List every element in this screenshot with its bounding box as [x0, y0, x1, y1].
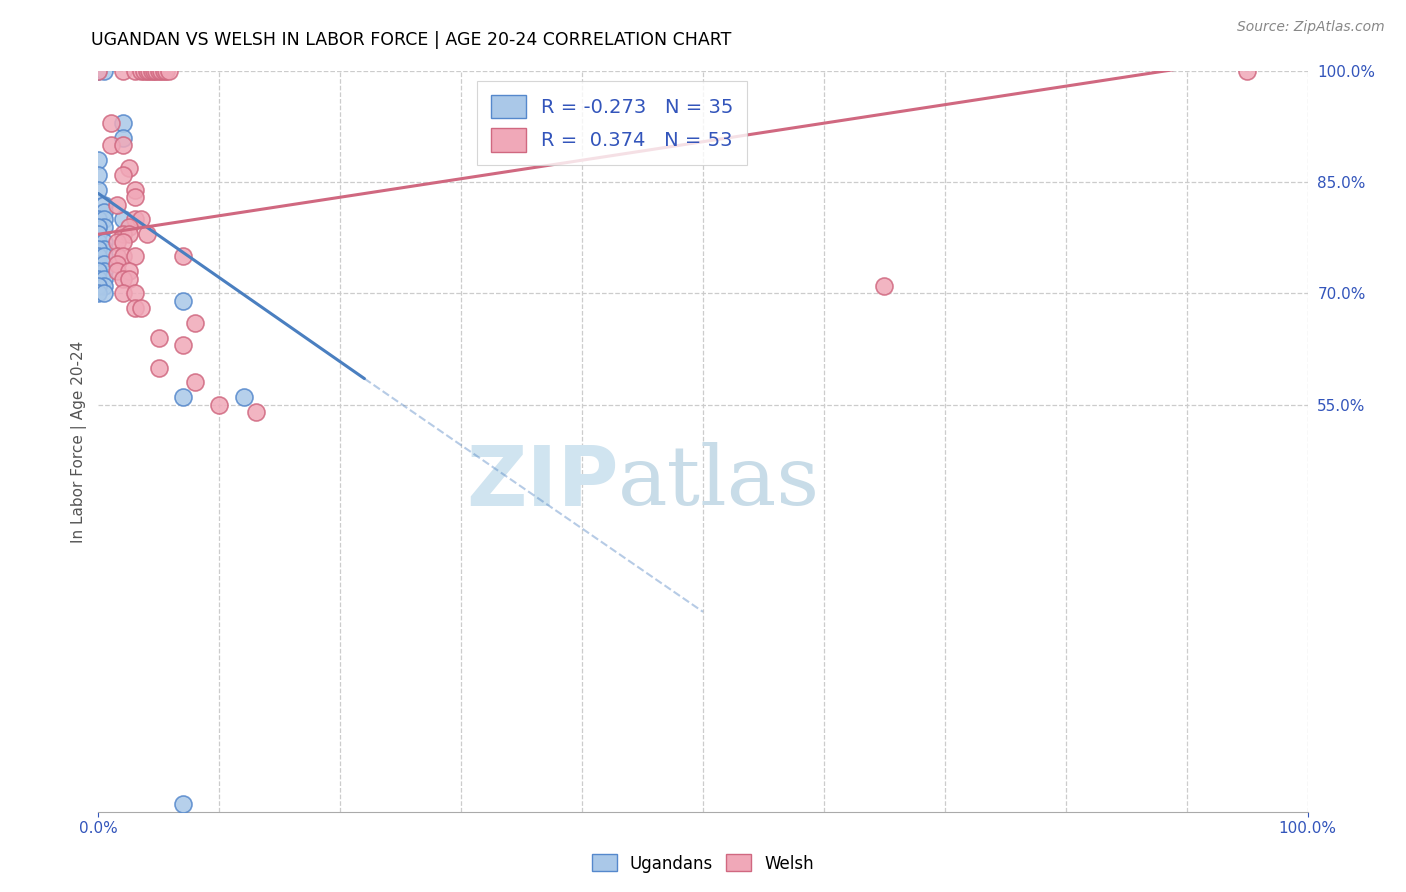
Point	[93, 197, 115, 211]
Point	[155, 64, 177, 78]
Point	[129, 301, 152, 316]
Point	[87, 264, 110, 278]
Point	[105, 257, 128, 271]
Point	[93, 64, 115, 78]
Text: UGANDAN VS WELSH IN LABOR FORCE | AGE 20-24 CORRELATION CHART: UGANDAN VS WELSH IN LABOR FORCE | AGE 20…	[91, 31, 731, 49]
Point	[148, 331, 170, 345]
Point	[111, 116, 134, 130]
Point	[105, 235, 128, 249]
Point	[87, 250, 110, 264]
Point	[111, 64, 134, 78]
Point	[100, 138, 122, 153]
Point	[87, 271, 110, 285]
Point	[124, 64, 146, 78]
Point	[245, 405, 267, 419]
Point	[93, 219, 115, 234]
Point	[172, 250, 194, 264]
Point	[118, 264, 141, 278]
Text: ZIP: ZIP	[465, 442, 619, 523]
Point	[124, 183, 146, 197]
Point	[1236, 64, 1258, 78]
Point	[111, 271, 134, 285]
Point	[157, 64, 180, 78]
Point	[87, 235, 110, 249]
Point	[873, 279, 896, 293]
Point	[87, 153, 110, 168]
Point	[111, 227, 134, 242]
Point	[87, 212, 110, 227]
Point	[105, 250, 128, 264]
Point	[111, 286, 134, 301]
Point	[93, 242, 115, 256]
Point	[111, 131, 134, 145]
Point	[87, 64, 110, 78]
Point	[232, 390, 254, 404]
Point	[135, 227, 157, 242]
Point	[118, 227, 141, 242]
Point	[87, 257, 110, 271]
Text: Source: ZipAtlas.com: Source: ZipAtlas.com	[1237, 20, 1385, 34]
Point	[208, 398, 231, 412]
Point	[134, 64, 156, 78]
Point	[118, 161, 141, 175]
Point	[100, 116, 122, 130]
Y-axis label: In Labor Force | Age 20-24: In Labor Force | Age 20-24	[72, 341, 87, 542]
Point	[118, 271, 141, 285]
Point	[87, 64, 110, 78]
Point	[87, 219, 110, 234]
Point	[172, 797, 194, 812]
Text: atlas: atlas	[619, 442, 821, 522]
Legend: R = -0.273   N = 35, R =  0.374   N = 53: R = -0.273 N = 35, R = 0.374 N = 53	[477, 81, 747, 166]
Point	[105, 197, 128, 211]
Point	[124, 212, 146, 227]
Point	[143, 64, 166, 78]
Point	[152, 64, 174, 78]
Point	[93, 271, 115, 285]
Point	[141, 64, 163, 78]
Point	[87, 286, 110, 301]
Point	[138, 64, 160, 78]
Point	[145, 64, 167, 78]
Point	[87, 242, 110, 256]
Point	[118, 219, 141, 234]
Point	[93, 279, 115, 293]
Point	[87, 279, 110, 293]
Point	[93, 205, 115, 219]
Point	[172, 293, 194, 308]
Point	[124, 286, 146, 301]
Point	[105, 264, 128, 278]
Point	[111, 212, 134, 227]
Point	[111, 250, 134, 264]
Point	[129, 212, 152, 227]
Point	[184, 316, 207, 330]
Point	[124, 190, 146, 204]
Point	[148, 64, 170, 78]
Point	[124, 250, 146, 264]
Point	[172, 390, 194, 404]
Point	[111, 235, 134, 249]
Point	[87, 168, 110, 182]
Point	[129, 64, 152, 78]
Point	[93, 264, 115, 278]
Point	[111, 138, 134, 153]
Point	[184, 376, 207, 390]
Point	[87, 183, 110, 197]
Point	[124, 301, 146, 316]
Point	[93, 235, 115, 249]
Point	[172, 338, 194, 352]
Point	[93, 212, 115, 227]
Point	[93, 257, 115, 271]
Point	[150, 64, 173, 78]
Point	[87, 227, 110, 242]
Point	[93, 286, 115, 301]
Point	[111, 168, 134, 182]
Point	[148, 360, 170, 375]
Point	[135, 64, 157, 78]
Point	[93, 250, 115, 264]
Legend: Ugandans, Welsh: Ugandans, Welsh	[585, 847, 821, 880]
